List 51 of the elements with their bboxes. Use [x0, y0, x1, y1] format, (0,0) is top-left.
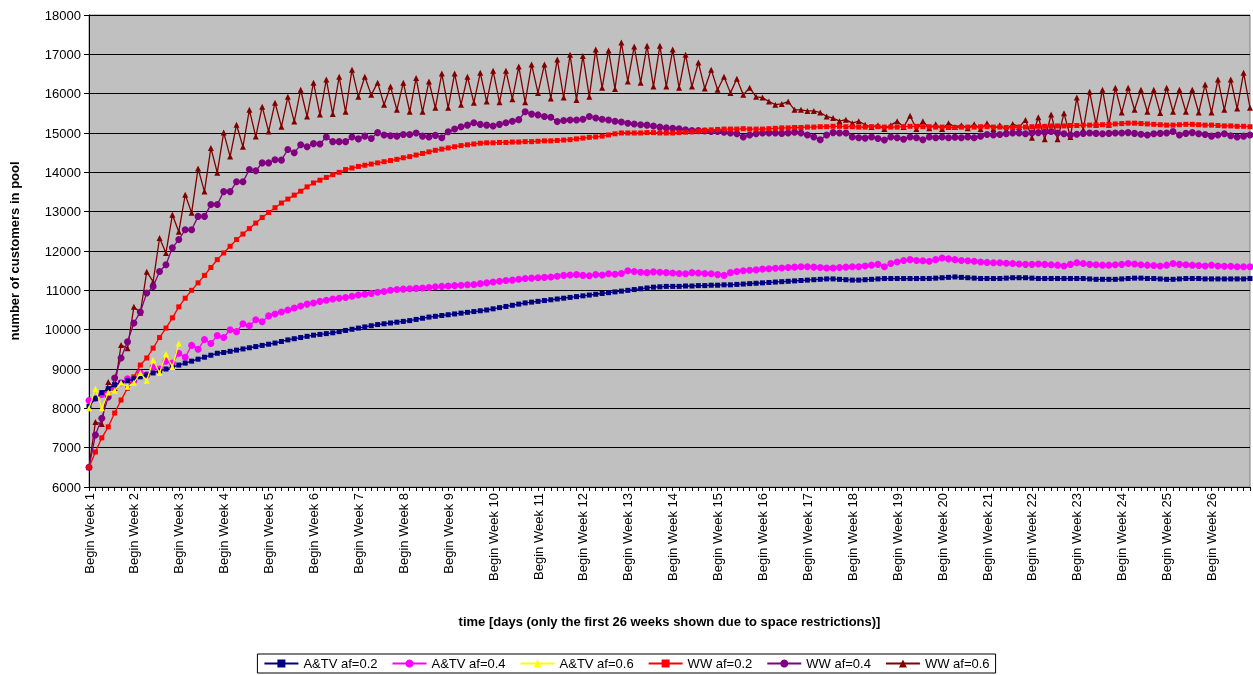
x-tick-label: Begin Week 5	[261, 493, 277, 574]
x-tick-label: Begin Week 3	[171, 493, 187, 574]
x-tick-label: Begin Week 8	[395, 493, 411, 574]
x-tick-label: Begin Week 6	[306, 493, 321, 574]
x-tick-label: Begin Week 24	[1114, 493, 1130, 581]
y-tick-label: 12000	[44, 243, 81, 259]
x-tick-label: Begin Week 23	[1069, 493, 1085, 581]
x-tick-label: Begin Week 19	[889, 493, 905, 581]
x-tick-label: Begin Week 1	[81, 493, 97, 574]
y-tick-label: 13000	[44, 204, 81, 220]
legend-label: A&TV af=0.2	[303, 656, 378, 671]
x-tick-label: Begin Week 7	[350, 493, 366, 574]
x-tick-label: Begin Week 21	[979, 493, 995, 581]
legend-label: A&TV af=0.4	[431, 656, 506, 671]
x-tick-label: Begin Week 12	[575, 493, 591, 581]
x-tick-label: Begin Week 17	[799, 493, 815, 581]
x-tick-label: Begin Week 18	[844, 493, 860, 581]
y-tick-label: 15000	[44, 125, 81, 141]
y-tick-label: 16000	[44, 86, 81, 102]
x-tick-label: Begin Week 22	[1024, 493, 1040, 581]
x-tick-label: Begin Week 14	[665, 493, 681, 581]
y-tick-label: 18000	[44, 7, 81, 23]
point	[150, 356, 157, 363]
x-tick-label: Begin Week 4	[216, 493, 232, 574]
y-axis-title: number of customers in pool	[7, 161, 22, 341]
x-tick-label: Begin Week 16	[755, 493, 771, 581]
x-tick-label: Begin Week 2	[126, 493, 142, 574]
point	[162, 351, 169, 358]
x-tick-label: Begin Week 25	[1159, 493, 1175, 581]
x-tick-label: Begin Week 20	[934, 493, 950, 581]
x-axis-title: time [days (only the first 26 weeks shown due to space restrictions)]	[458, 614, 881, 629]
y-tick-label: 8000	[52, 400, 81, 416]
y-tick-label: 17000	[44, 46, 81, 62]
y-tick-label: 14000	[44, 164, 81, 180]
point	[143, 377, 150, 384]
x-tick-label: Begin Week 13	[620, 493, 636, 581]
legend-label: WW af=0.6	[924, 656, 990, 671]
y-tick-label: 7000	[52, 440, 81, 456]
x-tick-label: Begin Week 9	[440, 493, 456, 574]
y-tick-label: 10000	[44, 322, 81, 338]
legend-label: WW af=0.2	[687, 656, 753, 671]
x-tick-label: Begin Week 11	[530, 493, 546, 580]
x-tick-label: Begin Week 10	[485, 493, 501, 581]
y-tick-label: 9000	[52, 361, 81, 377]
x-tick-label: Begin Week 15	[710, 493, 726, 581]
x-tick-label: Begin Week 26	[1204, 493, 1220, 581]
legend-label: WW af=0.4	[806, 656, 871, 671]
y-tick-label: 11000	[45, 282, 81, 298]
y-tick-label: 6000	[52, 479, 81, 495]
legend-label: A&TV af=0.6	[559, 656, 634, 671]
point	[92, 385, 99, 392]
